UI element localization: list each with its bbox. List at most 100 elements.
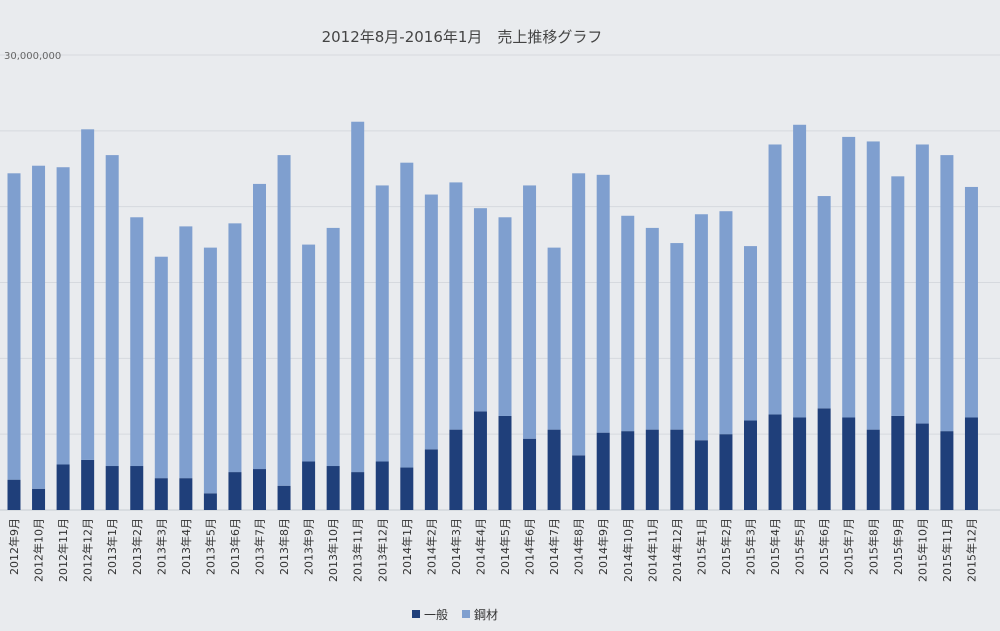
bar-segment (203, 493, 217, 510)
bar-segment (32, 165, 46, 489)
bar-segment (424, 449, 438, 510)
bar-segment (375, 461, 389, 510)
bar-segment (105, 155, 119, 467)
bar-segment (572, 455, 586, 510)
bar-segment (744, 420, 757, 510)
bar-segment (179, 478, 193, 510)
bar-segment (964, 417, 978, 510)
x-tick-label: 2015年6月 (817, 518, 831, 575)
x-tick-label: 2013年11月 (351, 518, 365, 582)
x-tick-label: 2013年3月 (154, 518, 168, 575)
bar-segment (670, 243, 684, 430)
bar-segment (498, 217, 512, 416)
bar-segment (130, 466, 144, 510)
y-tick-label: 30,000,000 (4, 51, 61, 62)
x-tick-label: 2013年2月 (130, 518, 144, 575)
x-tick-label: 2013年4月 (179, 518, 193, 575)
bar-segment (694, 214, 708, 441)
bar-segment (547, 247, 561, 430)
x-tick-label: 2014年10月 (621, 518, 635, 582)
bar-segment (915, 423, 929, 510)
x-tick-label: 2015年11月 (940, 518, 954, 582)
bar-segment (645, 429, 659, 510)
bar-segment (817, 408, 831, 510)
bar-segment (891, 176, 905, 416)
bar-segment (203, 247, 217, 494)
chart-title: 2012年8月-2016年1月 売上推移グラフ (322, 28, 603, 46)
bar-segment (81, 129, 95, 460)
x-tick-label: 2012年11月 (56, 518, 70, 582)
bar-segment (719, 211, 733, 435)
bar-segment (572, 173, 586, 456)
bar-segment (154, 478, 168, 510)
bar-segment (302, 461, 316, 510)
legend-swatch (412, 610, 420, 618)
x-tick-label: 2013年10月 (326, 518, 340, 582)
bar-segment (523, 438, 537, 510)
bar-segment (326, 466, 340, 510)
bar-segment (130, 217, 144, 467)
bar-segment (866, 429, 880, 510)
legend-label: 鋼材 (474, 608, 498, 622)
x-tick-label: 2015年5月 (793, 518, 807, 575)
x-tick-label: 2015年8月 (866, 518, 880, 575)
bar-segment (817, 196, 831, 409)
bar-segment (940, 431, 954, 510)
bar-segment (866, 141, 880, 430)
bar-segment (891, 415, 905, 510)
x-tick-label: 2014年7月 (547, 518, 561, 575)
bar-segment (351, 472, 365, 510)
x-tick-label: 2013年7月 (253, 518, 267, 575)
x-tick-label: 2014年11月 (645, 518, 659, 582)
bar-segment (596, 174, 610, 433)
x-tick-label: 2014年4月 (473, 518, 487, 575)
x-tick-label: 2015年3月 (744, 518, 758, 575)
bar-segment (694, 440, 708, 510)
x-tick-labels: 2012年9月 2012年10月 2012年11月 2012年12月 2013年1月 20… (7, 518, 978, 582)
bar-segment (179, 226, 193, 479)
bar-segment (842, 417, 856, 510)
legend-label: 一般 (424, 607, 448, 622)
bar-segment (326, 227, 340, 467)
bar-segment (473, 411, 487, 510)
x-tick-label: 2014年5月 (498, 518, 512, 575)
bar-segment (670, 429, 684, 510)
bar-segment (7, 173, 21, 480)
bar-segment (253, 469, 266, 510)
x-tick-label: 2014年9月 (596, 518, 610, 575)
bar-segment (351, 121, 365, 473)
bar-segment (768, 414, 782, 510)
x-tick-label: 2012年9月 (7, 518, 21, 575)
x-tick-label: 2013年5月 (203, 518, 217, 575)
bar-segment (645, 227, 659, 430)
bar-segment (621, 215, 635, 432)
x-tick-label: 2014年2月 (424, 518, 438, 575)
bar-segment (842, 136, 856, 418)
x-tick-label: 2015年7月 (842, 518, 856, 575)
bar-segment (523, 185, 537, 439)
x-tick-label: 2015年1月 (694, 518, 708, 575)
bar-segment (596, 432, 610, 510)
bar-segment (154, 256, 168, 479)
x-tick-label: 2014年6月 (523, 518, 537, 575)
bar-segment (449, 182, 463, 430)
bar-segment (277, 485, 291, 510)
x-tick-label: 2015年9月 (891, 518, 905, 575)
x-tick-label: 2013年1月 (105, 518, 119, 575)
bar-segment (768, 144, 782, 415)
bar-segment (81, 459, 95, 510)
bar-segment (498, 415, 512, 510)
x-tick-label: 2015年4月 (768, 518, 782, 575)
bar-segment (793, 417, 807, 510)
x-tick-label: 2013年12月 (375, 518, 389, 582)
bar-segment (105, 466, 119, 510)
bar-segment (375, 185, 389, 462)
bar-segment (400, 162, 414, 468)
bar-segment (253, 183, 266, 470)
bar-segment (964, 186, 978, 418)
bar-segment (228, 223, 242, 473)
x-tick-label: 2014年8月 (572, 518, 586, 575)
bar-segment (302, 244, 316, 462)
